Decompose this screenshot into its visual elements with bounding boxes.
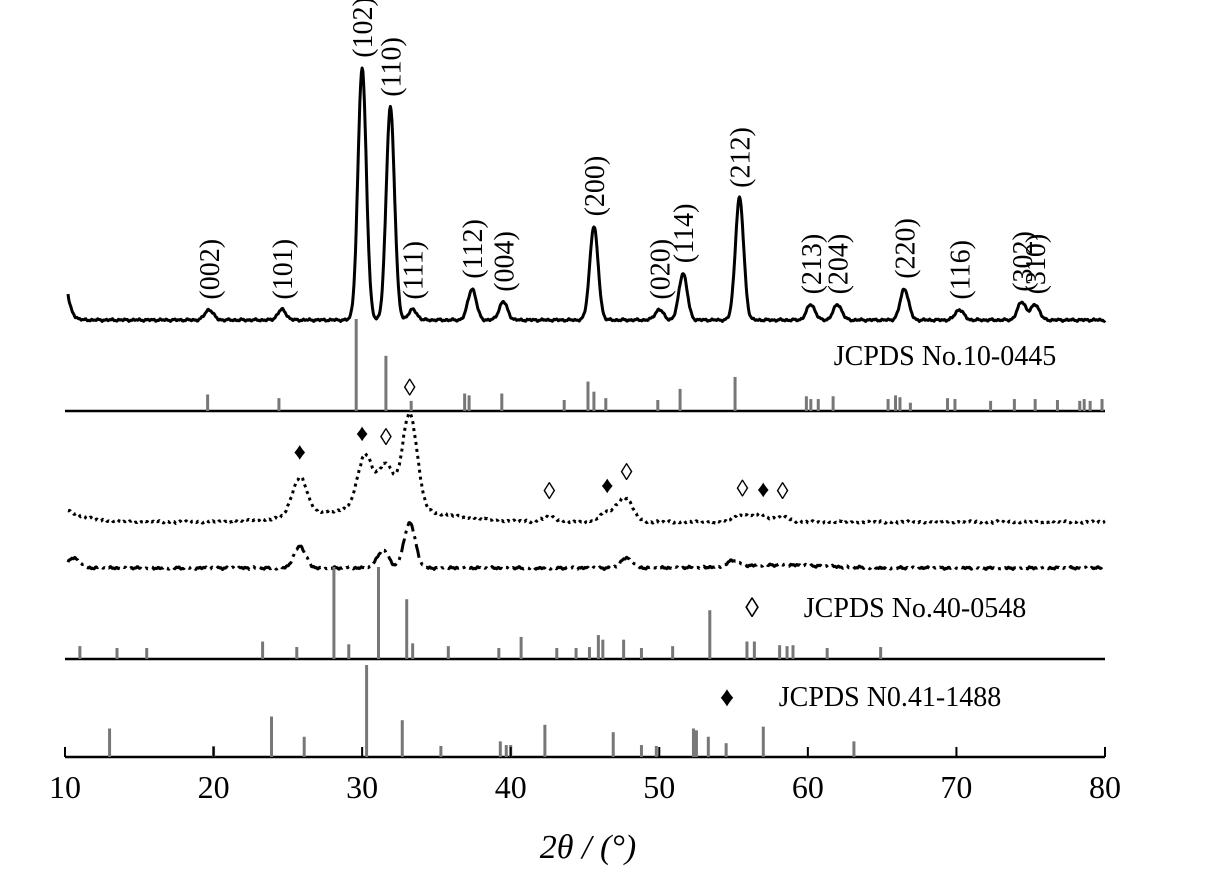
reference-marker-2: ◊ — [745, 593, 759, 624]
peak-label: (114) — [669, 204, 700, 264]
peak-label: (004) — [489, 231, 520, 292]
open-diamond-marker: ◊ — [777, 479, 789, 505]
peak-label: (302) — [1008, 231, 1039, 292]
x-tick-label: 40 — [495, 769, 527, 805]
x-tick-label: 80 — [1089, 769, 1121, 805]
reference-label-2: JCPDS No.40-0548 — [804, 593, 1026, 624]
open-diamond-marker: ◊ — [621, 460, 633, 486]
filled-diamond-marker: ♦ — [757, 477, 769, 503]
x-tick-label: 30 — [346, 769, 378, 805]
filled-diamond-marker: ♦ — [601, 473, 613, 499]
peak-label: (116) — [945, 240, 976, 300]
open-diamond-marker: ◊ — [737, 477, 749, 503]
x-tick-label: 20 — [198, 769, 230, 805]
filled-diamond-marker: ♦ — [356, 421, 368, 447]
open-diamond-marker: ◊ — [404, 375, 416, 401]
peak-labels: (002) (101) (102)(110) (111) (112) (004) (200)… — [195, 0, 1052, 300]
pattern-line-2 — [67, 411, 1106, 525]
pattern-line-3 — [66, 521, 1106, 571]
x-tick-label: 60 — [792, 769, 824, 805]
reference-sticks: JCPDS No.10-0445 JCPDS No.40-0548 ◊ JCPDS N… — [65, 319, 1105, 759]
peak-label: (213) — [797, 234, 828, 295]
peak-label: (020) — [645, 239, 676, 300]
x-tick-label: 50 — [643, 769, 675, 805]
diffraction-patterns — [66, 66, 1107, 571]
reference-label-1: JCPDS No.10-0445 — [834, 341, 1056, 372]
x-axis: 10 20 30 40 50 60 70 80 — [49, 747, 1121, 805]
reference-label-3: JCPDS N0.41-1488 — [779, 682, 1001, 713]
peak-label: (101) — [268, 239, 299, 300]
x-tick-label: 10 — [49, 769, 81, 805]
peak-label: (111) — [399, 241, 430, 300]
phase-markers: ♦ ♦ ◊ ◊ ◊ ♦ ◊ ◊ ♦ ◊ — [294, 375, 789, 505]
reference-marker-3: ♦ — [720, 682, 734, 713]
peak-label: (220) — [890, 218, 921, 279]
open-diamond-marker: ◊ — [543, 479, 555, 505]
peak-label: (002) — [195, 239, 226, 300]
pattern-line-1 — [66, 66, 1107, 323]
peak-label: (204) — [824, 234, 855, 295]
peak-label: (112) — [458, 219, 489, 279]
peak-label: (110) — [376, 37, 407, 97]
peak-label: (310) — [1021, 234, 1052, 295]
x-tick-label: 70 — [940, 769, 972, 805]
peak-label: (102) — [348, 0, 379, 58]
peak-label: (200) — [580, 156, 611, 217]
peak-label: (212) — [726, 127, 757, 188]
x-axis-label: 2θ / (°) — [540, 829, 636, 866]
open-diamond-marker: ◊ — [380, 425, 392, 451]
filled-diamond-marker: ♦ — [294, 439, 306, 465]
